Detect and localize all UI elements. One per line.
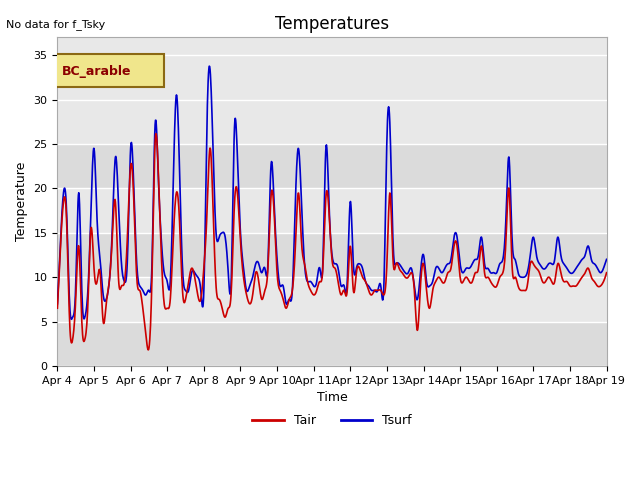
Title: Temperatures: Temperatures [275,15,389,33]
Bar [58,233,607,277]
X-axis label: Time: Time [317,391,348,404]
Bar [58,322,607,366]
Y-axis label: Temperature: Temperature [15,162,28,241]
Legend: Tair, Tsurf: Tair, Tsurf [248,409,417,432]
FancyBboxPatch shape [54,54,164,86]
Text: No data for f_Tsky: No data for f_Tsky [6,19,106,30]
Bar [58,144,607,188]
Text: BC_arable: BC_arable [62,65,131,78]
